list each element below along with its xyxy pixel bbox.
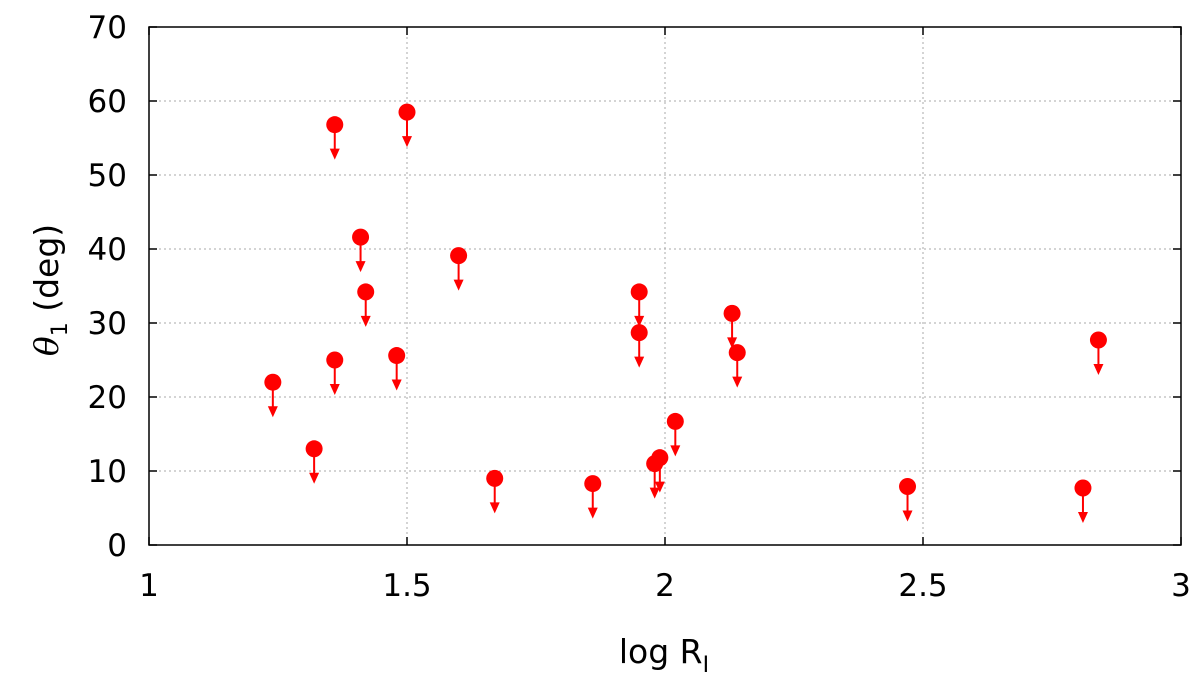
- upper-limit-arrow-head: [329, 148, 340, 160]
- data-point: [1074, 479, 1092, 524]
- data-point: [486, 469, 504, 514]
- y-tick-label: 50: [88, 158, 127, 194]
- data-point: [326, 116, 344, 160]
- grid: [149, 27, 1181, 545]
- y-axis-label: θ1 (deg): [27, 224, 73, 356]
- y-tick-label: 40: [88, 232, 127, 268]
- point-marker: [352, 228, 370, 246]
- point-marker: [1089, 331, 1107, 349]
- upper-limit-arrow-head: [587, 507, 598, 519]
- x-tick-labels: 1 1.5 2 2.5 3: [139, 568, 1191, 604]
- y-axis-label-subscript: 1: [48, 322, 73, 336]
- data-point: [651, 449, 669, 493]
- point-marker: [723, 304, 741, 322]
- axis-ticks: [148, 26, 1182, 546]
- data-point: [264, 373, 282, 418]
- upper-limit-arrow-head: [670, 445, 681, 457]
- x-tick-label: 2.5: [898, 568, 947, 604]
- data-point: [1089, 331, 1107, 376]
- data-point: [630, 324, 648, 368]
- upper-limit-arrow-head: [309, 472, 320, 484]
- data-point: [398, 103, 416, 148]
- y-tick-label: 10: [88, 454, 127, 490]
- data-point: [352, 228, 370, 273]
- upper-limit-arrow-head: [727, 337, 738, 349]
- point-marker: [728, 344, 746, 362]
- upper-limit-arrow-head: [654, 481, 665, 493]
- point-marker: [1074, 479, 1092, 497]
- upper-limit-arrow-head: [489, 502, 500, 514]
- upper-limit-arrow-head: [634, 356, 645, 368]
- upper-limit-arrow-head: [355, 261, 366, 273]
- upper-limit-arrow-head: [1093, 364, 1104, 376]
- upper-limit-arrow-head: [1077, 512, 1088, 524]
- x-tick-label: 3: [1171, 568, 1191, 604]
- data-point: [899, 478, 917, 522]
- upper-limit-arrow-head: [732, 376, 743, 388]
- data-point: [326, 351, 344, 395]
- y-tick-label: 0: [107, 528, 127, 564]
- point-marker: [666, 412, 684, 430]
- upper-limit-arrow-head: [360, 315, 371, 327]
- y-tick-label: 70: [88, 10, 127, 46]
- point-marker: [326, 351, 344, 369]
- upper-limit-arrow-head: [391, 379, 402, 391]
- data-point: [630, 283, 648, 327]
- y-tick-label: 30: [88, 306, 127, 342]
- point-marker: [264, 373, 282, 391]
- upper-limit-arrow-head: [329, 384, 340, 395]
- point-marker: [630, 283, 648, 301]
- y-tick-label: 20: [88, 380, 127, 416]
- point-marker: [305, 440, 323, 458]
- data-point: [728, 344, 746, 388]
- x-tick-label: 2: [655, 568, 675, 604]
- point-marker: [584, 475, 602, 493]
- data-point: [666, 412, 684, 457]
- upper-limit-arrow-head: [267, 406, 278, 418]
- y-axis-label-unit: (deg): [27, 224, 66, 322]
- point-marker: [388, 347, 406, 365]
- x-axis-label-main: log R: [619, 632, 703, 671]
- x-axis-label: log RI: [619, 632, 709, 678]
- data-point: [450, 247, 468, 291]
- point-marker: [630, 324, 648, 342]
- data-point: [723, 304, 741, 349]
- upper-limit-arrow-head: [402, 136, 412, 148]
- data-point: [388, 347, 406, 391]
- point-marker: [357, 283, 375, 301]
- data-point: [584, 475, 602, 519]
- point-marker: [326, 116, 344, 134]
- point-marker: [651, 449, 669, 467]
- y-axis-label-symbol: θ: [27, 336, 66, 356]
- y-tick-label: 60: [88, 84, 127, 120]
- data-point: [305, 440, 323, 484]
- data-point: [357, 283, 375, 327]
- point-marker: [899, 478, 917, 496]
- upper-limit-arrow-head: [634, 315, 645, 327]
- data-points: [264, 103, 1107, 524]
- x-tick-label: 1.5: [382, 568, 431, 604]
- upper-limit-arrow-head: [902, 510, 913, 522]
- x-tick-label: 1: [139, 568, 159, 604]
- x-axis-label-subscript: I: [703, 653, 710, 678]
- point-marker: [486, 469, 504, 487]
- upper-limit-arrow-head: [453, 279, 464, 291]
- upper-limit-arrow-head: [649, 487, 660, 499]
- y-tick-labels: 0 10 20 30 40 50 60 70: [88, 10, 127, 564]
- point-marker: [398, 103, 416, 121]
- point-marker: [450, 247, 468, 265]
